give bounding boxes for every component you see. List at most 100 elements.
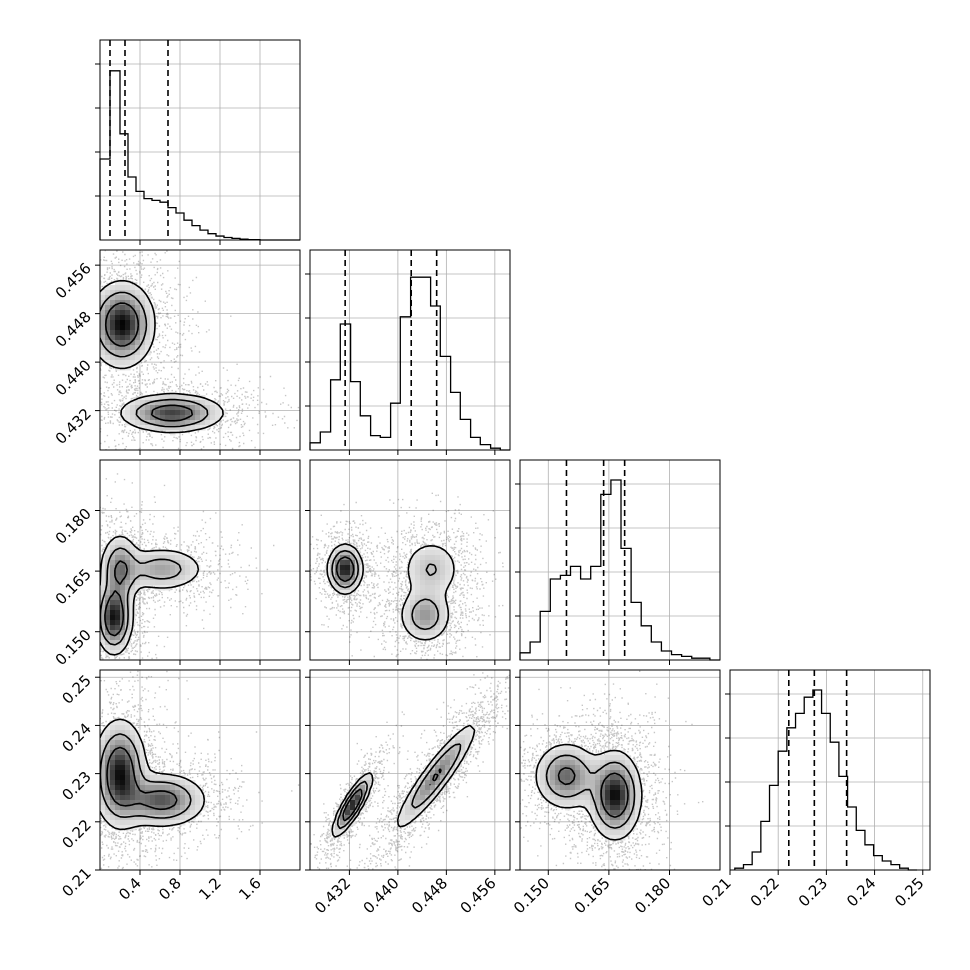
density-cell [130,550,136,556]
density-cell [620,760,626,766]
density-cell [455,750,461,756]
density-cell [440,560,446,566]
density-cell [125,315,131,321]
density-cell [215,405,221,411]
density-cell [125,730,131,736]
density-cell [165,395,171,401]
panel-content [310,492,504,660]
density-cell [435,575,441,581]
density-cell [100,785,106,791]
density-cell [130,405,136,411]
density-cell [575,800,581,806]
density-cell [440,770,446,776]
density-cell [405,805,411,811]
density-cell [415,605,421,611]
density-cell [425,590,431,596]
density-cell [120,320,126,326]
density-cell [190,795,196,801]
density-cell [425,595,431,601]
density-cell [150,560,156,566]
density-cell [120,795,126,801]
density-cell [420,560,426,566]
density-cell [420,590,426,596]
density-cell [415,550,421,556]
density-cell [420,585,426,591]
density-cell [145,580,151,586]
density-cell [100,620,106,626]
density-cell [445,775,451,781]
density-cell [350,585,356,591]
density-cell [180,405,186,411]
density-cell [410,585,416,591]
panel-frame [309,669,511,871]
panel-content [310,672,510,870]
density-cell [135,820,141,826]
density-cell [130,320,136,326]
density-cell [460,740,466,746]
density-cell [415,795,421,801]
density-cell [145,805,151,811]
density-cell [405,615,411,621]
density-cell [590,780,596,786]
density-cell [425,785,431,791]
density-cell [180,800,186,806]
density-cell [195,405,201,411]
density-cell [115,355,121,361]
x-tick-label: 0.25 [891,874,927,910]
density-cell [155,570,161,576]
contour-level-3 [335,556,355,583]
density-cell [105,755,111,761]
density-cell [180,580,186,586]
density-cell [185,785,191,791]
density-cell [355,790,361,796]
density-cell [210,415,216,421]
density-cell [165,800,171,806]
density-cell [120,590,126,596]
density-cell [190,805,196,811]
density-cell [595,780,601,786]
density-cell [420,630,426,636]
density-cell [100,315,106,321]
density-cell [120,335,126,341]
density-cell [125,820,131,826]
density-cell [155,790,161,796]
density-cell [130,290,136,296]
density-cell [100,565,106,571]
density-cell [335,825,341,831]
density-cell [440,615,446,621]
density-cell [350,795,356,801]
density-cell [550,770,556,776]
density-cell [430,565,436,571]
density-cell [155,805,161,811]
density-cell [415,630,421,636]
density-cell [105,320,111,326]
density-cell [200,415,206,421]
density-cell [115,360,121,366]
density-cell [120,740,126,746]
density-cell [585,765,591,771]
density-cell [160,420,166,426]
density-cell [115,570,121,576]
density-cell [145,395,151,401]
density-cell [110,785,116,791]
density-cell [145,310,151,316]
density-cell [425,635,431,641]
density-cell [430,770,436,776]
density-cell [620,825,626,831]
density-cell [600,830,606,836]
density-cell [150,550,156,556]
density-cell [115,625,121,631]
density-cell [345,590,351,596]
density-cell [610,830,616,836]
density-cell [410,605,416,611]
density-cell [150,335,156,341]
density-cell [105,335,111,341]
density-cell [205,400,211,406]
density-cell [150,565,156,571]
density-cell [560,755,566,761]
density-cell [165,570,171,576]
density-cell [615,830,621,836]
density-cell [415,780,421,786]
density-cell [110,315,116,321]
histogram-series [99,70,300,241]
